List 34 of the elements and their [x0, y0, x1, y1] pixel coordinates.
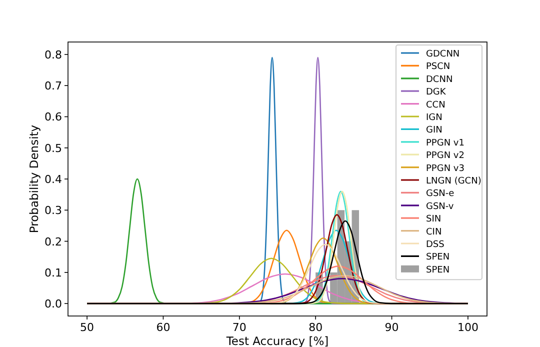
x-tick-label: 60 — [156, 321, 170, 334]
legend-label: GSN-e — [426, 189, 455, 200]
y-axis-title: Probability Density — [27, 124, 41, 234]
legend-label: DCNN — [426, 74, 453, 85]
legend-label: PSCN — [426, 62, 450, 72]
y-tick-label: 0.3 — [44, 204, 62, 218]
x-tick-label: 50 — [80, 321, 94, 334]
legend-label: SPEN — [426, 252, 450, 263]
legend-label: GIN — [426, 126, 442, 136]
legend-label: CCN — [426, 100, 446, 110]
y-tick-label: 0.7 — [44, 80, 62, 93]
legend-label: DSS — [426, 240, 445, 250]
y-tick-label: 0.1 — [44, 266, 62, 280]
legend-label: IGN — [426, 113, 442, 123]
y-tick-label: 0.4 — [44, 173, 62, 186]
x-tick-label: 100 — [457, 321, 478, 334]
y-tick-label: 0.0 — [44, 298, 62, 311]
x-tick-label: 70 — [232, 321, 246, 334]
legend-label: CIN — [426, 227, 442, 238]
y-tick-label: 0.2 — [44, 235, 62, 248]
y-tick-label: 0.5 — [44, 142, 62, 155]
y-tick-label: 0.6 — [44, 110, 62, 124]
legend-label: DGK — [426, 88, 447, 98]
legend-label: PPGN v2 — [426, 151, 464, 162]
x-tick-label: 90 — [384, 321, 399, 334]
legend-label: SPEN — [426, 265, 450, 276]
legend-label: PPGN v3 — [426, 164, 464, 174]
legend-label: SIN — [426, 214, 442, 225]
x-tick-label: 80 — [308, 321, 323, 334]
legend-label: GSN-v — [426, 202, 454, 212]
y-tick-label: 0.8 — [44, 48, 62, 62]
legend-label: LNGN (GCN) — [426, 176, 482, 186]
legend-label: GDCNN — [426, 50, 460, 60]
legend-label: PPGN v1 — [426, 138, 464, 148]
